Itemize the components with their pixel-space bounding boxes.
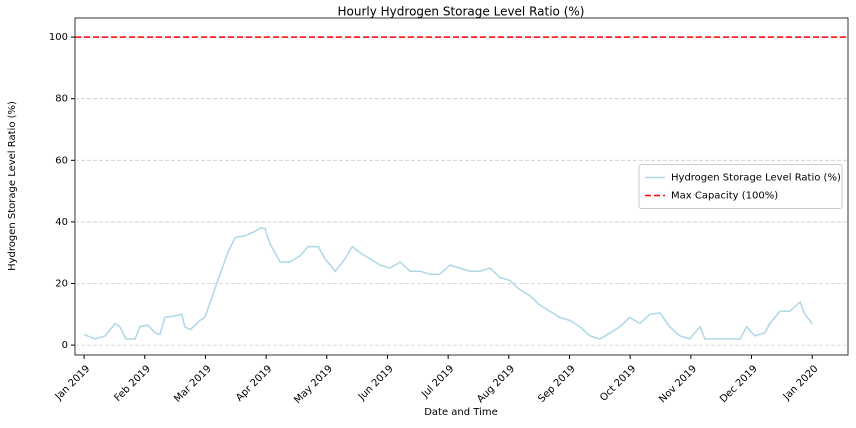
x-tick-label: Jan 2019 bbox=[53, 363, 93, 403]
legend-label: Hydrogen Storage Level Ratio (%) bbox=[671, 173, 841, 184]
y-tick-label: 100 bbox=[49, 32, 68, 43]
x-tick-label: Mar 2019 bbox=[172, 363, 213, 404]
x-axis-label: Date and Time bbox=[424, 407, 498, 418]
x-tick-label: May 2019 bbox=[292, 363, 335, 406]
x-tick-label: Feb 2019 bbox=[112, 363, 153, 404]
plot-frame bbox=[74, 17, 849, 356]
x-tick-label: Jun 2019 bbox=[356, 363, 396, 403]
x-tick-label: Aug 2019 bbox=[475, 363, 517, 405]
x-tick-label: Dec 2019 bbox=[718, 363, 760, 405]
x-tick-label: Oct 2019 bbox=[598, 363, 638, 403]
y-axis-label: Hydrogen Storage Level Ratio (%) bbox=[7, 101, 18, 271]
chart-title: Hourly Hydrogen Storage Level Ratio (%) bbox=[338, 5, 585, 19]
legend-label: Max Capacity (100%) bbox=[671, 191, 778, 202]
legend-box bbox=[638, 164, 843, 209]
y-tick-label: 80 bbox=[55, 94, 68, 105]
y-tick-label: 40 bbox=[55, 217, 68, 228]
data-line bbox=[83, 227, 813, 340]
x-tick-label: Jan 2020 bbox=[781, 363, 821, 403]
y-tick-label: 0 bbox=[62, 340, 68, 351]
x-tick-label: Jul 2019 bbox=[419, 363, 456, 400]
x-tick-label: Apr 2019 bbox=[234, 363, 274, 403]
x-tick-label: Sep 2019 bbox=[536, 363, 577, 404]
x-tick-label: Nov 2019 bbox=[657, 363, 699, 405]
y-tick-label: 60 bbox=[55, 155, 68, 166]
y-tick-label: 20 bbox=[55, 279, 68, 290]
